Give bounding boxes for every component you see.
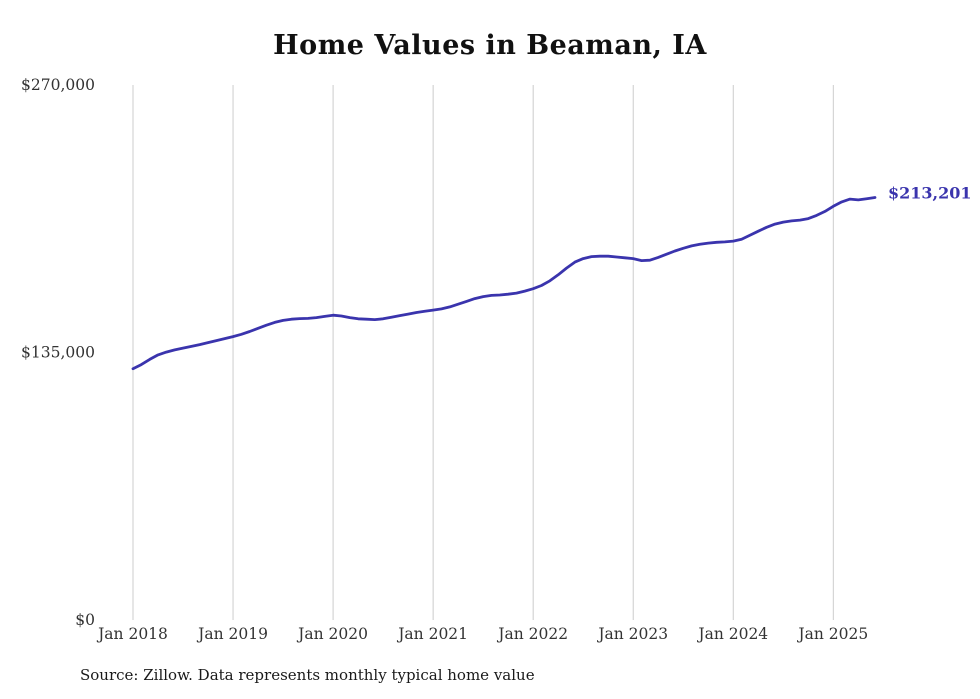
chart-title: Home Values in Beaman, IA (273, 30, 707, 61)
x-tick-label: Jan 2020 (296, 625, 368, 643)
y-tick-label: $0 (75, 611, 95, 629)
end-value-label: $213,201 (888, 184, 972, 203)
x-tick-label: Jan 2019 (196, 625, 268, 643)
x-tick-label: Jan 2022 (496, 625, 568, 643)
x-tick-label: Jan 2024 (696, 625, 768, 643)
x-tick-label: Jan 2023 (596, 625, 668, 643)
x-tick-label: Jan 2021 (396, 625, 468, 643)
y-tick-label: $270,000 (21, 76, 95, 94)
x-tick-label: Jan 2018 (96, 625, 168, 643)
value-line (131, 196, 877, 371)
chart-source: Source: Zillow. Data represents monthly … (80, 666, 535, 684)
y-tick-label: $135,000 (21, 344, 95, 362)
x-tick-label: Jan 2025 (796, 625, 868, 643)
